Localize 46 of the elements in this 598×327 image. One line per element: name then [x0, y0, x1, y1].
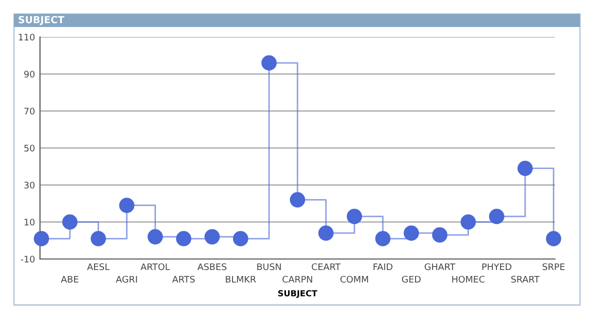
- x-tick-label: AGRI: [116, 276, 137, 283]
- x-axis-title: SUBJECT: [278, 290, 318, 298]
- point: [261, 55, 277, 71]
- x-tick-label: PHYED: [482, 263, 512, 270]
- x-tick-label: CEART: [312, 263, 341, 270]
- x-tick-label: GED: [402, 276, 421, 283]
- point: [346, 208, 362, 224]
- x-tick-label: SRPE: [542, 263, 565, 270]
- point: [204, 229, 220, 244]
- point: [232, 231, 248, 246]
- x-tick-label: GHART: [424, 263, 456, 270]
- x-tick-label: ARTS: [172, 276, 195, 283]
- x-tick-label: BUSN: [257, 263, 281, 270]
- y-tick-label: 30: [24, 182, 35, 189]
- point: [119, 198, 134, 213]
- chart-title: SUBJECT: [18, 16, 64, 26]
- y-tick-label: 90: [24, 70, 35, 78]
- y-tick-label: 110: [18, 34, 35, 41]
- point: [432, 227, 448, 243]
- x-tick-label: FAID: [374, 263, 392, 270]
- point: [404, 225, 419, 241]
- point: [375, 231, 390, 246]
- x-tick-label: HOMEC: [452, 276, 485, 283]
- x-tick-label: CARPN: [282, 276, 312, 283]
- point: [546, 231, 562, 246]
- x-tick-label: BLMKR: [226, 276, 256, 283]
- point: [517, 160, 533, 176]
- point: [176, 231, 192, 246]
- x-tick-label: ARTOL: [140, 263, 170, 270]
- x-tick-label: ABE: [60, 276, 78, 283]
- point: [62, 214, 78, 230]
- x-tick-label: COMM: [340, 276, 368, 283]
- y-tick-label: 70: [24, 108, 35, 115]
- point: [148, 229, 163, 244]
- point: [90, 231, 106, 246]
- point: [290, 192, 306, 208]
- point: [34, 231, 50, 246]
- point: [489, 208, 504, 224]
- y-tick-label: 50: [24, 144, 35, 152]
- x-tick-label: ASBES: [197, 263, 226, 270]
- point: [460, 214, 476, 230]
- x-tick-label: AESL: [87, 263, 110, 270]
- y-tick-label: -10: [20, 256, 35, 263]
- y-tick-label: 10: [24, 218, 35, 226]
- x-tick-label: SRART: [511, 276, 540, 283]
- point: [318, 225, 334, 241]
